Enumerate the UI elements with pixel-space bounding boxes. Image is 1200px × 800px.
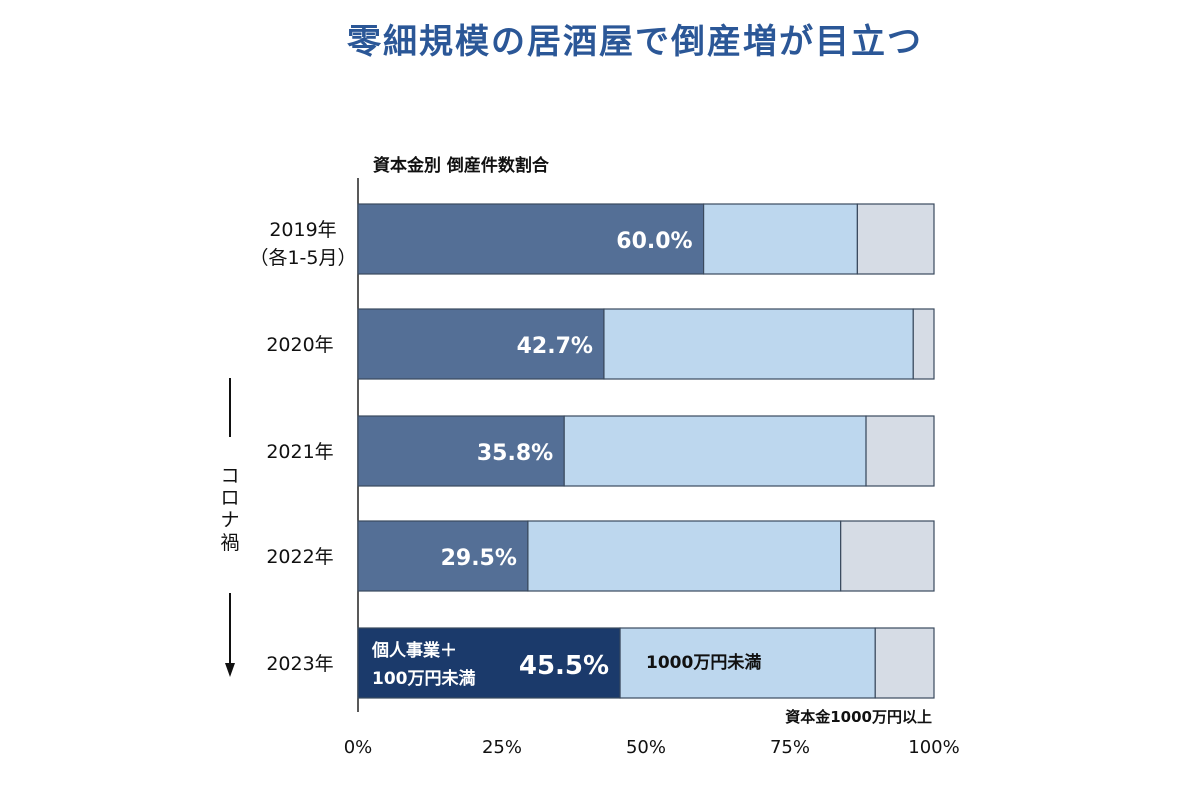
x-tick-label-5: 100% <box>908 737 959 758</box>
data-label-2: 42.7% <box>517 334 593 359</box>
series-label-3: 資本金1000万円以上 <box>785 708 932 726</box>
category-label-5: 2023年 <box>266 653 333 675</box>
data-label-5: 45.5% <box>519 651 609 681</box>
category-label-1: 2019年 <box>269 219 336 241</box>
bar-segment-2-4 <box>527 520 842 592</box>
annotation-char-1: コ <box>220 465 239 487</box>
x-tick-label-4: 75% <box>770 737 810 758</box>
series-label-1-line-1: 個人事業＋ <box>371 640 457 661</box>
chart-subtitle: 資本金別 倒産件数割合 <box>373 155 550 176</box>
bar-segment-1-4 <box>357 520 529 592</box>
data-label-1: 60.0% <box>616 229 692 254</box>
bar-segment-3-3 <box>865 415 935 487</box>
annotation-char-3: ナ <box>220 509 239 531</box>
bar-segment-2-2 <box>603 308 914 380</box>
bar-segment-3-4 <box>840 520 935 592</box>
data-label-4: 29.5% <box>441 546 517 571</box>
data-label-3: 35.8% <box>477 441 553 466</box>
series-label-1-line-2: 100万円未満 <box>372 668 476 689</box>
annotation-char-4: 禍 <box>220 532 239 554</box>
bar-segment-3-2 <box>912 308 935 380</box>
category-label-3: 2021年 <box>266 441 333 463</box>
bar-segment-1-2 <box>357 308 605 380</box>
bar-segment-3-5 <box>874 627 935 699</box>
bar-segment-1-3 <box>357 415 565 487</box>
bar-segment-1-1 <box>357 203 705 275</box>
category-sublabel-1: （各1-5月） <box>249 247 356 269</box>
series-label-2: 1000万円未満 <box>646 652 761 673</box>
x-tick-label-1: 0% <box>344 737 373 758</box>
x-tick-label-3: 50% <box>626 737 666 758</box>
annotation-arrowhead <box>225 663 235 677</box>
x-tick-label-2: 25% <box>482 737 522 758</box>
bar-segment-3-1 <box>856 203 935 275</box>
bar-segment-2-3 <box>563 415 867 487</box>
bar-segment-2-1 <box>702 203 858 275</box>
category-label-4: 2022年 <box>266 546 333 568</box>
page-title: 零細規模の居酒屋で倒産増が目立つ <box>347 22 923 62</box>
bar-segment-1-5 <box>357 627 621 699</box>
category-label-2: 2020年 <box>266 334 333 356</box>
bar-segment-2-5 <box>619 627 876 699</box>
annotation-char-2: ロ <box>220 487 239 509</box>
